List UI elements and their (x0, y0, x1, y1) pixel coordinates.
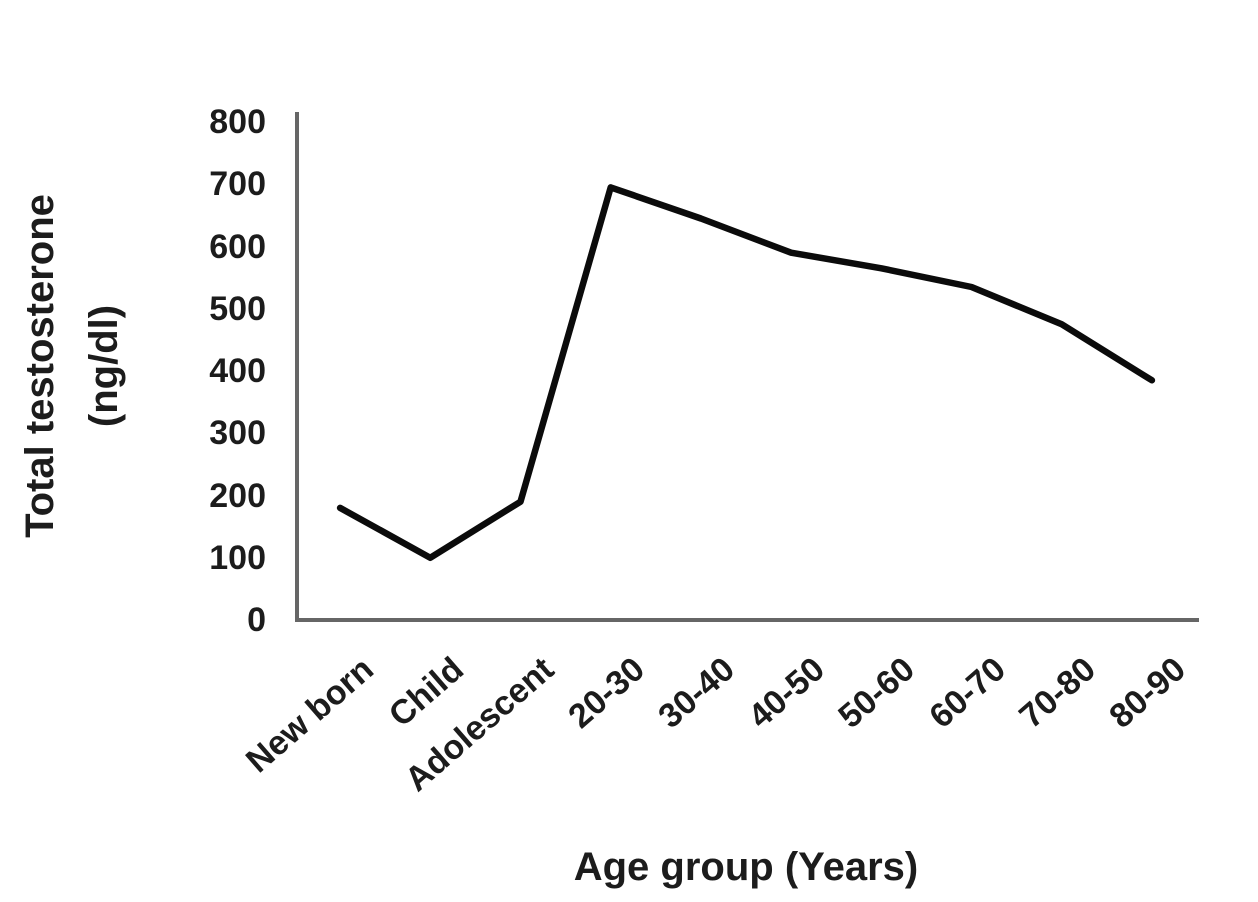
y-tick-label: 700 (209, 165, 266, 204)
y-tick-label: 400 (209, 352, 266, 390)
x-axis-line (295, 618, 1199, 622)
y-tick-label: 300 (209, 414, 266, 453)
y-tick-label: 500 (209, 289, 266, 328)
series-line (336, 184, 1156, 562)
y-tick-label: 200 (209, 476, 266, 515)
y-axis-title-line1: Total testosterone (18, 194, 62, 538)
y-axis-title-line2: (ng/dl) (82, 304, 126, 428)
y-tick-label: 100 (209, 538, 266, 577)
y-axis-line (295, 112, 299, 622)
x-axis-title: Age group (Years) (573, 845, 919, 889)
y-tick-label: 600 (209, 227, 266, 266)
y-tick-label: 0 (247, 601, 266, 639)
y-axis-title-text: Total testosterone (ng/dl) (8, 194, 136, 538)
y-tick-label: 800 (209, 103, 266, 141)
